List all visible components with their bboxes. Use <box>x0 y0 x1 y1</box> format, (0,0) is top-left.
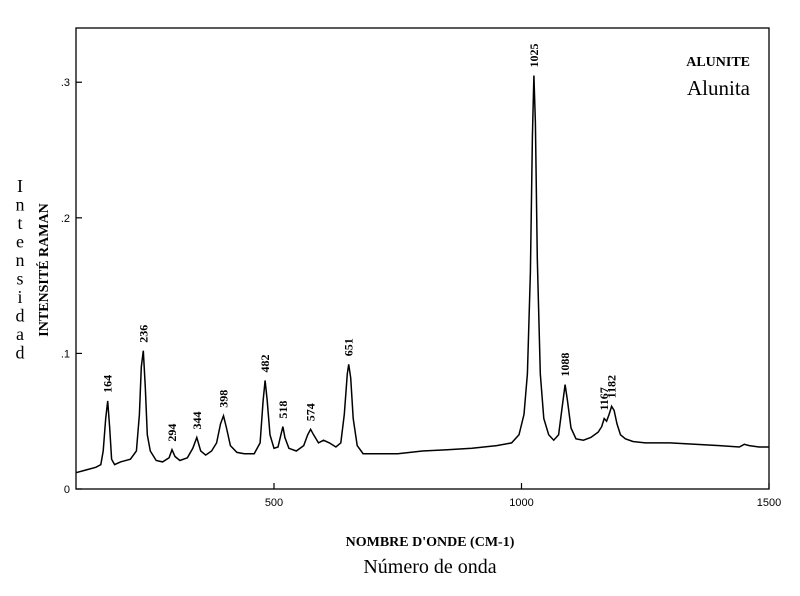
peak-label: 1167 <box>597 387 611 410</box>
x-axis-ticks: 500 1000 1500 <box>265 483 781 509</box>
y-axis-label-alt-letter: s <box>16 269 23 289</box>
peak-label: 164 <box>101 375 115 393</box>
y-axis-label-alt-letter: n <box>16 195 25 215</box>
peak-label: 1025 <box>527 44 541 68</box>
spectrum-series-line <box>75 75 769 474</box>
x-tick-label: 500 <box>265 497 283 509</box>
peak-label: 294 <box>165 424 179 442</box>
x-axis-label-alt: Número de onda <box>363 556 496 578</box>
y-axis-label-alt-letter: n <box>16 250 25 270</box>
peak-label: 651 <box>342 338 356 356</box>
peak-label: 1182 <box>605 375 619 398</box>
y-tick-label: 0 <box>64 484 70 496</box>
peak-labels: 164 236 294 344 398 482 518 574 651 1025 1088 11671… <box>101 44 619 442</box>
x-tick-label: 1000 <box>509 497 533 509</box>
x-axis-label: NOMBRE D'ONDE (CM-1) <box>346 535 515 550</box>
y-tick-label: .3 <box>61 77 70 89</box>
y-axis-label-alt-letter: d <box>16 306 25 326</box>
y-axis-label-alt-letter: I <box>17 176 23 196</box>
peak-label: 236 <box>136 325 150 343</box>
chart-subtitle: Alunita <box>687 76 751 100</box>
plot-frame <box>75 27 770 490</box>
peak-label: 482 <box>258 355 272 373</box>
y-axis-ticks: 0 .1 .2 .3 <box>61 77 82 496</box>
y-tick-label: .1 <box>61 348 70 360</box>
peak-label: 518 <box>276 401 290 419</box>
y-axis-label: INTENSITÉ RAMAN <box>35 203 52 336</box>
y-tick-label: .2 <box>61 213 70 225</box>
y-axis-label-alt-letter: d <box>16 343 25 363</box>
peak-label: 398 <box>216 390 230 408</box>
y-axis-label-alt-letter: i <box>17 287 22 307</box>
y-axis-label-alt-letter: a <box>16 324 24 344</box>
peak-label: 574 <box>304 403 318 421</box>
chart-title: ALUNITE <box>686 55 750 70</box>
y-axis-label-alt-letter: t <box>17 213 22 233</box>
x-tick-label: 1500 <box>757 497 781 509</box>
peak-label: 344 <box>190 412 204 430</box>
peak-label: 1088 <box>558 353 572 377</box>
y-axis-label-alt-letter: e <box>16 232 24 252</box>
